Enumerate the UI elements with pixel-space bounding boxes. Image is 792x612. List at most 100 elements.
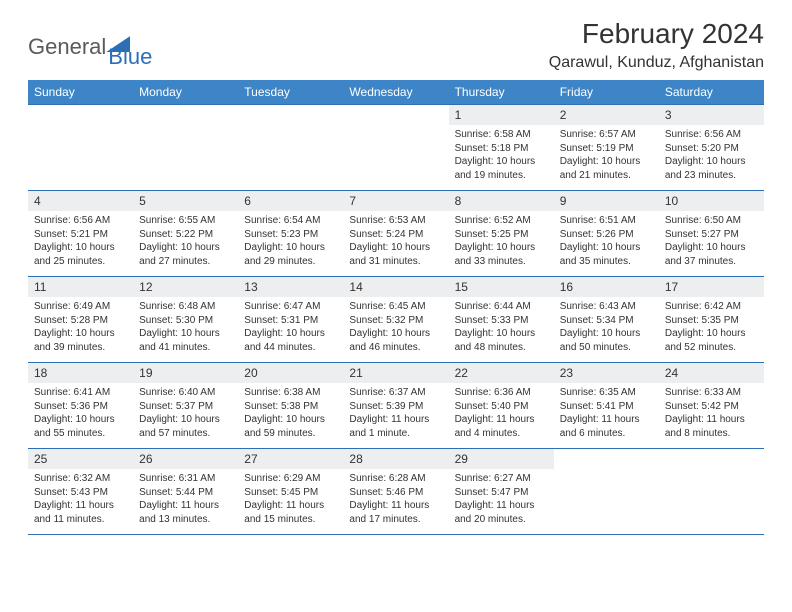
day-cell: 26Sunrise: 6:31 AMSunset: 5:44 PMDayligh…: [133, 449, 238, 535]
day-header-friday: Friday: [554, 80, 659, 105]
day-details: Sunrise: 6:52 AMSunset: 5:25 PMDaylight:…: [449, 211, 554, 271]
day-cell: 28Sunrise: 6:28 AMSunset: 5:46 PMDayligh…: [343, 449, 448, 535]
day-number: 10: [659, 191, 764, 211]
day-details: Sunrise: 6:27 AMSunset: 5:47 PMDaylight:…: [449, 469, 554, 529]
day-cell: 0.: [659, 449, 764, 535]
day-cell: 13Sunrise: 6:47 AMSunset: 5:31 PMDayligh…: [238, 277, 343, 363]
day-number: 18: [28, 363, 133, 383]
day-details: Sunrise: 6:48 AMSunset: 5:30 PMDaylight:…: [133, 297, 238, 357]
day-details: Sunrise: 6:29 AMSunset: 5:45 PMDaylight:…: [238, 469, 343, 529]
day-details: Sunrise: 6:35 AMSunset: 5:41 PMDaylight:…: [554, 383, 659, 443]
day-details: Sunrise: 6:45 AMSunset: 5:32 PMDaylight:…: [343, 297, 448, 357]
day-number: 25: [28, 449, 133, 469]
month-title: February 2024: [549, 18, 764, 50]
day-cell: 10Sunrise: 6:50 AMSunset: 5:27 PMDayligh…: [659, 191, 764, 277]
day-cell: 23Sunrise: 6:35 AMSunset: 5:41 PMDayligh…: [554, 363, 659, 449]
day-details: Sunrise: 6:44 AMSunset: 5:33 PMDaylight:…: [449, 297, 554, 357]
day-details: Sunrise: 6:55 AMSunset: 5:22 PMDaylight:…: [133, 211, 238, 271]
day-cell: 22Sunrise: 6:36 AMSunset: 5:40 PMDayligh…: [449, 363, 554, 449]
day-number: 2: [554, 105, 659, 125]
week-row: 18Sunrise: 6:41 AMSunset: 5:36 PMDayligh…: [28, 363, 764, 449]
day-number: 23: [554, 363, 659, 383]
day-header-tuesday: Tuesday: [238, 80, 343, 105]
day-cell: 18Sunrise: 6:41 AMSunset: 5:36 PMDayligh…: [28, 363, 133, 449]
day-cell: 7Sunrise: 6:53 AMSunset: 5:24 PMDaylight…: [343, 191, 448, 277]
day-number: 29: [449, 449, 554, 469]
day-number: 8: [449, 191, 554, 211]
day-cell: 27Sunrise: 6:29 AMSunset: 5:45 PMDayligh…: [238, 449, 343, 535]
day-cell: 11Sunrise: 6:49 AMSunset: 5:28 PMDayligh…: [28, 277, 133, 363]
day-cell: 4Sunrise: 6:56 AMSunset: 5:21 PMDaylight…: [28, 191, 133, 277]
header: General Blue February 2024 Qarawul, Kund…: [28, 18, 764, 72]
day-cell: 16Sunrise: 6:43 AMSunset: 5:34 PMDayligh…: [554, 277, 659, 363]
day-cell: 6Sunrise: 6:54 AMSunset: 5:23 PMDaylight…: [238, 191, 343, 277]
day-number: 19: [133, 363, 238, 383]
logo: General Blue: [28, 24, 152, 70]
day-cell: 0.: [238, 105, 343, 191]
day-number: 11: [28, 277, 133, 297]
day-number: 24: [659, 363, 764, 383]
day-number: 14: [343, 277, 448, 297]
day-number: 9: [554, 191, 659, 211]
day-cell: 1Sunrise: 6:58 AMSunset: 5:18 PMDaylight…: [449, 105, 554, 191]
day-cell: 5Sunrise: 6:55 AMSunset: 5:22 PMDaylight…: [133, 191, 238, 277]
logo-text-general: General: [28, 34, 106, 60]
day-details: Sunrise: 6:56 AMSunset: 5:20 PMDaylight:…: [659, 125, 764, 185]
day-cell: 0.: [343, 105, 448, 191]
location: Qarawul, Kunduz, Afghanistan: [549, 54, 764, 72]
day-number: 7: [343, 191, 448, 211]
week-row: 4Sunrise: 6:56 AMSunset: 5:21 PMDaylight…: [28, 191, 764, 277]
day-cell: 3Sunrise: 6:56 AMSunset: 5:20 PMDaylight…: [659, 105, 764, 191]
calendar-body: 0.0.0.0.1Sunrise: 6:58 AMSunset: 5:18 PM…: [28, 105, 764, 535]
day-number: 15: [449, 277, 554, 297]
day-number: 28: [343, 449, 448, 469]
day-details: Sunrise: 6:43 AMSunset: 5:34 PMDaylight:…: [554, 297, 659, 357]
day-cell: 15Sunrise: 6:44 AMSunset: 5:33 PMDayligh…: [449, 277, 554, 363]
day-details: Sunrise: 6:47 AMSunset: 5:31 PMDaylight:…: [238, 297, 343, 357]
day-number: 22: [449, 363, 554, 383]
day-details: Sunrise: 6:31 AMSunset: 5:44 PMDaylight:…: [133, 469, 238, 529]
day-cell: 21Sunrise: 6:37 AMSunset: 5:39 PMDayligh…: [343, 363, 448, 449]
day-details: Sunrise: 6:50 AMSunset: 5:27 PMDaylight:…: [659, 211, 764, 271]
day-cell: 2Sunrise: 6:57 AMSunset: 5:19 PMDaylight…: [554, 105, 659, 191]
day-details: Sunrise: 6:38 AMSunset: 5:38 PMDaylight:…: [238, 383, 343, 443]
week-row: 25Sunrise: 6:32 AMSunset: 5:43 PMDayligh…: [28, 449, 764, 535]
day-details: Sunrise: 6:57 AMSunset: 5:19 PMDaylight:…: [554, 125, 659, 185]
day-cell: 0.: [28, 105, 133, 191]
day-details: Sunrise: 6:58 AMSunset: 5:18 PMDaylight:…: [449, 125, 554, 185]
day-details: Sunrise: 6:51 AMSunset: 5:26 PMDaylight:…: [554, 211, 659, 271]
day-cell: 8Sunrise: 6:52 AMSunset: 5:25 PMDaylight…: [449, 191, 554, 277]
day-details: Sunrise: 6:28 AMSunset: 5:46 PMDaylight:…: [343, 469, 448, 529]
day-cell: 0.: [554, 449, 659, 535]
day-cell: 0.: [133, 105, 238, 191]
day-header-thursday: Thursday: [449, 80, 554, 105]
day-details: Sunrise: 6:36 AMSunset: 5:40 PMDaylight:…: [449, 383, 554, 443]
day-header-sunday: Sunday: [28, 80, 133, 105]
day-details: Sunrise: 6:56 AMSunset: 5:21 PMDaylight:…: [28, 211, 133, 271]
day-details: Sunrise: 6:41 AMSunset: 5:36 PMDaylight:…: [28, 383, 133, 443]
day-number: 16: [554, 277, 659, 297]
day-details: Sunrise: 6:40 AMSunset: 5:37 PMDaylight:…: [133, 383, 238, 443]
day-details: Sunrise: 6:49 AMSunset: 5:28 PMDaylight:…: [28, 297, 133, 357]
day-number: 5: [133, 191, 238, 211]
week-row: 0.0.0.0.1Sunrise: 6:58 AMSunset: 5:18 PM…: [28, 105, 764, 191]
day-details: Sunrise: 6:33 AMSunset: 5:42 PMDaylight:…: [659, 383, 764, 443]
day-header-saturday: Saturday: [659, 80, 764, 105]
day-cell: 24Sunrise: 6:33 AMSunset: 5:42 PMDayligh…: [659, 363, 764, 449]
day-number: 12: [133, 277, 238, 297]
day-number: 13: [238, 277, 343, 297]
day-cell: 20Sunrise: 6:38 AMSunset: 5:38 PMDayligh…: [238, 363, 343, 449]
day-number: 4: [28, 191, 133, 211]
day-number: 26: [133, 449, 238, 469]
day-header-wednesday: Wednesday: [343, 80, 448, 105]
day-cell: 14Sunrise: 6:45 AMSunset: 5:32 PMDayligh…: [343, 277, 448, 363]
day-cell: 19Sunrise: 6:40 AMSunset: 5:37 PMDayligh…: [133, 363, 238, 449]
day-details: Sunrise: 6:32 AMSunset: 5:43 PMDaylight:…: [28, 469, 133, 529]
day-details: Sunrise: 6:54 AMSunset: 5:23 PMDaylight:…: [238, 211, 343, 271]
day-details: Sunrise: 6:53 AMSunset: 5:24 PMDaylight:…: [343, 211, 448, 271]
week-row: 11Sunrise: 6:49 AMSunset: 5:28 PMDayligh…: [28, 277, 764, 363]
day-cell: 17Sunrise: 6:42 AMSunset: 5:35 PMDayligh…: [659, 277, 764, 363]
day-number: 20: [238, 363, 343, 383]
day-number: 17: [659, 277, 764, 297]
day-number: 3: [659, 105, 764, 125]
